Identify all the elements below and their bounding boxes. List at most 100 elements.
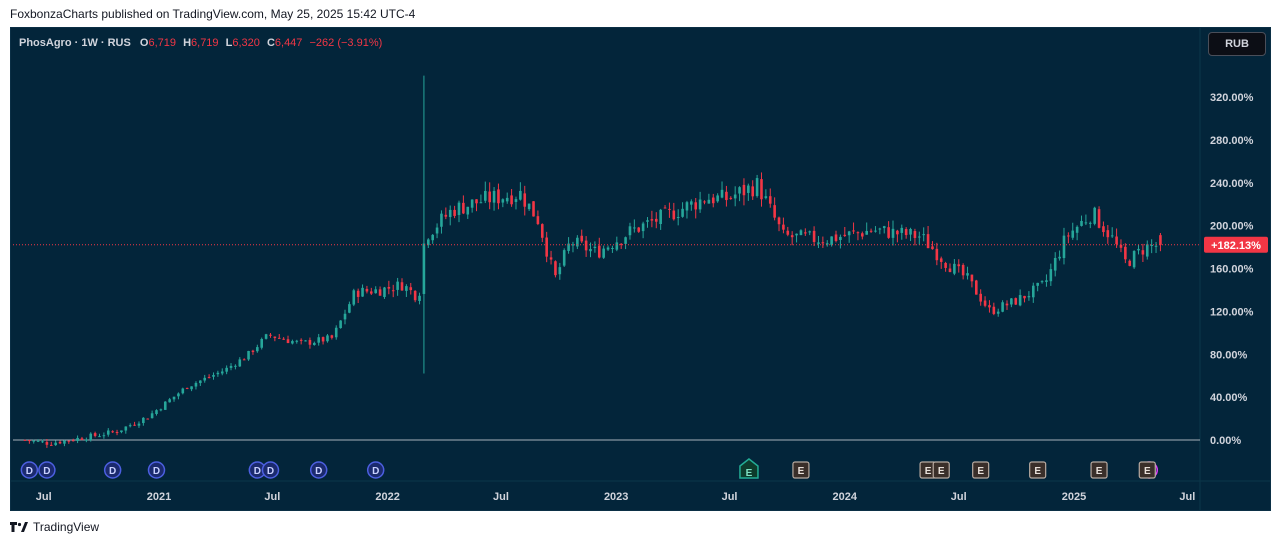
candle-body: [67, 440, 71, 442]
candle-body: [286, 339, 290, 344]
candle-body: [821, 242, 825, 244]
candle-body: [624, 237, 627, 244]
candle-body: [996, 311, 1000, 314]
candle-body: [527, 203, 531, 210]
candle-body: [659, 209, 662, 224]
candle-body: [856, 232, 860, 234]
candle-body: [764, 196, 768, 199]
candle-body: [760, 179, 763, 200]
candle-body: [168, 399, 171, 403]
candle-body: [159, 409, 163, 411]
candle-body: [106, 430, 110, 435]
dividend-marker-label: D: [315, 466, 322, 477]
candle-body: [711, 197, 715, 204]
candle-body: [799, 230, 803, 236]
candle-body: [948, 268, 952, 273]
candle-body: [874, 230, 877, 232]
dividend-marker: [38, 461, 56, 479]
price-chart[interactable]: 320.00% 280.00% 240.00% 200.00% 160.00% 120.0…: [11, 28, 1271, 511]
candle-body: [580, 235, 584, 242]
chart-panel[interactable]: 320.00% 280.00% 240.00% 200.00% 160.00% 120.0…: [10, 27, 1271, 511]
change-value: −262 (−3.91%): [309, 37, 383, 49]
candle-body: [1080, 220, 1083, 226]
candle-body: [536, 216, 540, 224]
candle-body: [352, 290, 356, 305]
ohlc-legend: PhosAgro · 1W · RUS O6,719 H6,719 L6,320…: [19, 37, 382, 49]
candle-body: [1084, 222, 1088, 224]
candle-body: [440, 213, 443, 227]
earnings-marker-label: E: [1144, 466, 1151, 477]
tradingview-footer[interactable]: TradingView: [10, 520, 99, 534]
earnings-marker-label: E: [925, 466, 932, 477]
candle-body: [339, 320, 342, 329]
candle-body: [1031, 285, 1035, 298]
candle-body: [839, 236, 842, 240]
candle-body: [1141, 250, 1145, 255]
candle-body: [291, 341, 294, 344]
dividend-marker: [261, 461, 280, 479]
candle-body: [172, 396, 176, 400]
x-tick-label: Jul: [951, 491, 967, 503]
candle-body: [120, 430, 123, 433]
candle-body: [615, 242, 619, 250]
currency-button[interactable]: RUB: [1208, 32, 1266, 56]
candle-body: [256, 347, 259, 352]
candle-body: [790, 235, 794, 238]
y-tick-label: 120.00%: [1210, 306, 1254, 318]
candle-body: [1088, 222, 1092, 224]
candle-body: [1145, 244, 1149, 257]
candle-body: [334, 327, 338, 338]
candle-body: [330, 335, 334, 338]
candle-body: [922, 234, 925, 236]
candle-body: [786, 230, 790, 235]
candle-body: [457, 202, 461, 216]
candle-body: [422, 243, 426, 294]
low-value: 6,320: [232, 37, 260, 49]
x-tick-label: Jul: [722, 491, 738, 503]
earnings-marker: [1029, 461, 1047, 479]
candle-body: [234, 365, 237, 367]
candle-body: [185, 387, 189, 389]
candle-body: [918, 236, 921, 238]
candle-body: [76, 437, 79, 441]
candle-body: [878, 228, 882, 230]
candle-body: [957, 264, 961, 267]
candle-body: [571, 244, 575, 246]
candle-body: [142, 417, 145, 424]
candle-body: [681, 208, 684, 217]
candle-body: [41, 441, 44, 443]
earnings-marker-label: E: [1034, 466, 1041, 477]
candle-body: [199, 380, 202, 384]
candle-body: [203, 377, 207, 381]
candle-body: [707, 199, 711, 204]
candle-body: [190, 386, 193, 390]
candle-body: [124, 426, 128, 431]
candle-body: [896, 230, 899, 235]
candle-body: [470, 199, 474, 208]
candle-body: [961, 264, 965, 276]
earnings-marker: [932, 461, 950, 479]
candle-body: [900, 227, 904, 233]
candle-body: [435, 227, 439, 234]
y-tick-label: 40.00%: [1210, 392, 1248, 404]
candle-body: [282, 338, 285, 340]
candle-body: [514, 199, 518, 202]
candle-body: [584, 240, 588, 251]
candle-body: [549, 257, 553, 260]
candle-body: [1058, 256, 1061, 259]
candle-body: [400, 282, 404, 291]
candle-body: [247, 350, 250, 360]
candle-body: [317, 337, 321, 343]
candle-body: [269, 334, 272, 336]
candle-body: [817, 242, 820, 244]
candle-body: [988, 305, 991, 308]
dividend-marker-label: D: [26, 466, 33, 477]
candle-body: [448, 209, 452, 218]
candle-body: [374, 289, 377, 294]
candle-body: [370, 291, 373, 294]
candle-body: [133, 424, 136, 426]
candle-body: [633, 227, 636, 229]
candle-body: [1001, 302, 1004, 312]
x-tick-label: 2024: [833, 491, 858, 503]
candle-body: [1102, 226, 1105, 233]
